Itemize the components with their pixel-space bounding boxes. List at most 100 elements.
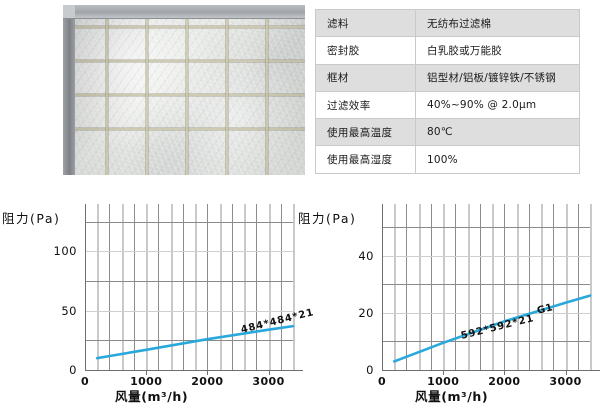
y-gridline xyxy=(382,312,590,314)
x-gridline xyxy=(577,204,579,370)
x-tick-mark xyxy=(268,371,270,375)
y-tick-label: 100 xyxy=(53,244,77,259)
x-gridline xyxy=(541,204,544,370)
y-gridline xyxy=(85,310,293,312)
y-gridline xyxy=(85,281,293,283)
x-tick-label: 3000 xyxy=(549,375,582,388)
x-tick-label: 2000 xyxy=(488,375,521,388)
x-tick-label: 3000 xyxy=(252,375,285,388)
table-row: 滤料 无纺布过滤棉 xyxy=(315,8,580,38)
y-tick-label: 0 xyxy=(366,363,374,377)
x-gridline xyxy=(256,204,258,370)
spec-value: 80℃ xyxy=(415,118,580,147)
spec-key: 过滤效率 xyxy=(315,90,416,120)
y-gridline xyxy=(85,251,293,253)
spec-value: 40%~90% @ 2.0μm xyxy=(415,90,580,120)
x-gridline xyxy=(443,204,446,370)
x-tick-label: 2000 xyxy=(191,375,224,388)
x-gridline xyxy=(492,204,495,370)
y-gridline xyxy=(382,226,590,228)
y-gridline xyxy=(382,284,590,286)
filter-media xyxy=(75,19,305,175)
x-gridline xyxy=(97,204,100,370)
series-layer xyxy=(95,324,295,360)
series-layer xyxy=(392,294,592,363)
x-gridline xyxy=(590,204,592,370)
x-tick-mark xyxy=(565,371,567,375)
x-axis-title: 风量(m³/h) xyxy=(415,389,489,404)
y-tick-label: 40 xyxy=(358,248,374,263)
y-axis-title: 阻力(Pa) xyxy=(298,211,357,226)
x-gridline xyxy=(565,204,568,370)
table-row: 密封胶 白乳胶或万能胶 xyxy=(315,36,580,65)
y-tick-label: 50 xyxy=(61,303,77,318)
x-tick-mark xyxy=(207,371,209,375)
product-photo xyxy=(63,5,305,175)
specification-table: 滤料 无纺布过滤棉 密封胶 白乳胶或万能胶 框材 铝型材/铝板/镀锌铁/不锈钢 … xyxy=(315,8,580,174)
x-gridline xyxy=(133,204,135,370)
spec-key: 使用最高温度 xyxy=(315,118,416,147)
y-gridline xyxy=(85,221,293,223)
x-gridline xyxy=(406,204,408,370)
x-gridline xyxy=(553,204,555,370)
chart-pressure-drop-592: 阻力(Pa) 风量(m³/h) 0 20 40 0 1000 2000 3000 592*59… xyxy=(290,190,600,419)
x-axis-title: 风量(m³/h) xyxy=(115,389,189,404)
x-gridline xyxy=(121,204,124,370)
table-row: 框材 铝型材/铝板/镀锌铁/不锈钢 xyxy=(315,63,580,92)
y-axis xyxy=(85,204,86,371)
y-axis-title: 阻力(Pa) xyxy=(2,211,61,226)
chart-pressure-drop-484: 阻力(Pa) 风量(m³/h) 0 50 100 0 1000 2000 3000 484*4… xyxy=(0,190,315,419)
x-gridline xyxy=(479,204,481,370)
x-gridline xyxy=(430,204,432,370)
x-gridline xyxy=(467,204,470,370)
spec-key: 使用最高湿度 xyxy=(315,145,416,174)
plot-area: 0 50 100 0 1000 2000 3000 484*484*21 xyxy=(54,204,315,388)
x-gridline xyxy=(109,204,111,370)
x-gridline xyxy=(293,204,295,370)
x-gridline xyxy=(195,204,198,370)
series-line xyxy=(95,324,295,360)
x-gridline xyxy=(394,204,397,370)
x-axis xyxy=(382,370,600,371)
spec-key: 滤料 xyxy=(315,8,416,38)
spec-key: 密封胶 xyxy=(315,36,416,65)
spec-key: 框材 xyxy=(315,63,416,92)
spec-value: 100% xyxy=(415,145,580,174)
x-tick-label: 0 xyxy=(377,375,387,388)
x-tick-label: 1000 xyxy=(130,375,163,388)
metal-support-grid xyxy=(75,19,305,175)
y-gridline xyxy=(382,255,590,257)
x-gridline xyxy=(182,204,184,370)
x-axis xyxy=(85,370,303,371)
x-gridline xyxy=(516,204,519,370)
table-row: 过滤效率 40%~90% @ 2.0μm xyxy=(315,90,580,120)
y-gridline xyxy=(382,341,590,343)
y-gridline xyxy=(85,340,293,342)
spec-value: 白乳胶或万能胶 xyxy=(415,36,580,65)
frame-top-rail xyxy=(63,5,305,19)
x-tick-mark xyxy=(146,371,148,375)
x-gridline xyxy=(231,204,233,370)
x-gridline xyxy=(504,204,506,370)
x-tick-mark xyxy=(443,371,445,375)
series-line xyxy=(392,294,592,363)
table-row: 使用最高温度 80℃ xyxy=(315,118,580,147)
x-gridline xyxy=(158,204,160,370)
x-gridline xyxy=(219,204,222,370)
x-tick-label: 0 xyxy=(80,375,90,388)
spec-value: 铝型材/铝板/镀锌铁/不锈钢 xyxy=(415,63,580,92)
frame-corner xyxy=(63,5,75,18)
x-gridline xyxy=(207,204,209,370)
frame-left-rail xyxy=(63,5,75,175)
x-gridline xyxy=(418,204,421,370)
x-tick-label: 1000 xyxy=(427,375,460,388)
photo-shading-overlay xyxy=(75,19,305,175)
x-gridline xyxy=(528,204,530,370)
y-tick-label: 20 xyxy=(358,305,374,320)
spec-value: 无纺布过滤棉 xyxy=(415,8,580,38)
x-tick-mark xyxy=(504,371,506,375)
x-gridline xyxy=(455,204,457,370)
x-gridline xyxy=(146,204,149,370)
y-axis xyxy=(382,204,383,371)
y-tick-label: 0 xyxy=(69,363,77,377)
